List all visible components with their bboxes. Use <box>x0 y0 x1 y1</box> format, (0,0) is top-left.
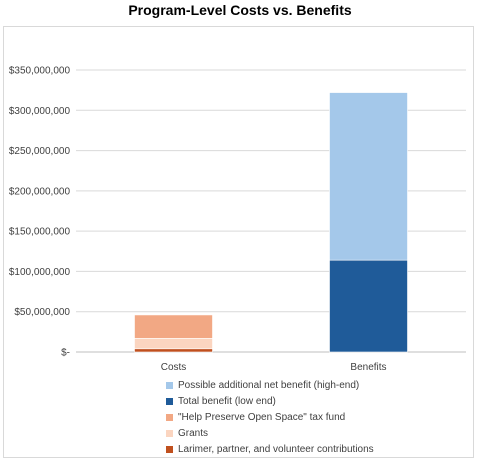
chart-legend: Possible additional net benefit (high-en… <box>166 377 374 457</box>
legend-swatch <box>166 429 173 437</box>
y-tick-label: $150,000,000 <box>9 227 71 238</box>
y-tick-label: $100,000,000 <box>9 267 71 278</box>
y-tick-label: $50,000,000 <box>14 307 70 318</box>
legend-label: Possible additional net benefit (high-en… <box>178 379 360 391</box>
x-category-label: Costs <box>161 362 187 373</box>
bar-segment <box>134 314 213 339</box>
x-category-label: Benefits <box>350 362 386 373</box>
legend-item: Grants <box>166 425 374 441</box>
y-tick-label: $350,000,000 <box>9 66 71 77</box>
y-tick-label: $200,000,000 <box>9 186 71 197</box>
legend-swatch <box>166 413 173 421</box>
y-tick-label: $300,000,000 <box>9 106 71 117</box>
legend-item: "Help Preserve Open Space" tax fund <box>166 409 374 425</box>
bar-segment <box>329 92 408 261</box>
chart-title: Program-Level Costs vs. Benefits <box>128 2 352 18</box>
legend-swatch <box>166 397 173 405</box>
legend-item: Total benefit (low end) <box>166 393 374 409</box>
legend-item: Possible additional net benefit (high-en… <box>166 377 374 393</box>
chart-frame <box>3 26 474 458</box>
y-tick-label: $- <box>61 348 70 359</box>
bar-segment <box>329 259 408 353</box>
legend-swatch <box>166 445 173 453</box>
legend-label: "Help Preserve Open Space" tax fund <box>178 411 346 423</box>
legend-item: Larimer, partner, and volunteer contribu… <box>166 441 374 457</box>
legend-label: Total benefit (low end) <box>178 395 276 407</box>
bar-segment <box>134 338 213 350</box>
legend-label: Larimer, partner, and volunteer contribu… <box>178 443 374 455</box>
y-tick-label: $250,000,000 <box>9 146 71 157</box>
legend-swatch <box>166 381 173 389</box>
bar-segment <box>134 348 213 353</box>
legend-label: Grants <box>178 427 209 439</box>
